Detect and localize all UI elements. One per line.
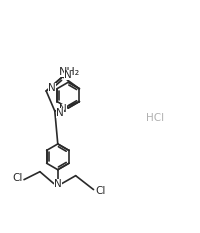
Text: Cl: Cl xyxy=(95,185,105,195)
Text: HCl: HCl xyxy=(145,113,163,123)
Text: Cl: Cl xyxy=(12,173,22,183)
Text: N: N xyxy=(63,70,71,80)
Text: N: N xyxy=(56,108,63,118)
Text: NH₂: NH₂ xyxy=(58,67,79,77)
Text: N: N xyxy=(59,104,67,114)
Text: N: N xyxy=(48,83,56,93)
Text: N: N xyxy=(54,179,61,189)
